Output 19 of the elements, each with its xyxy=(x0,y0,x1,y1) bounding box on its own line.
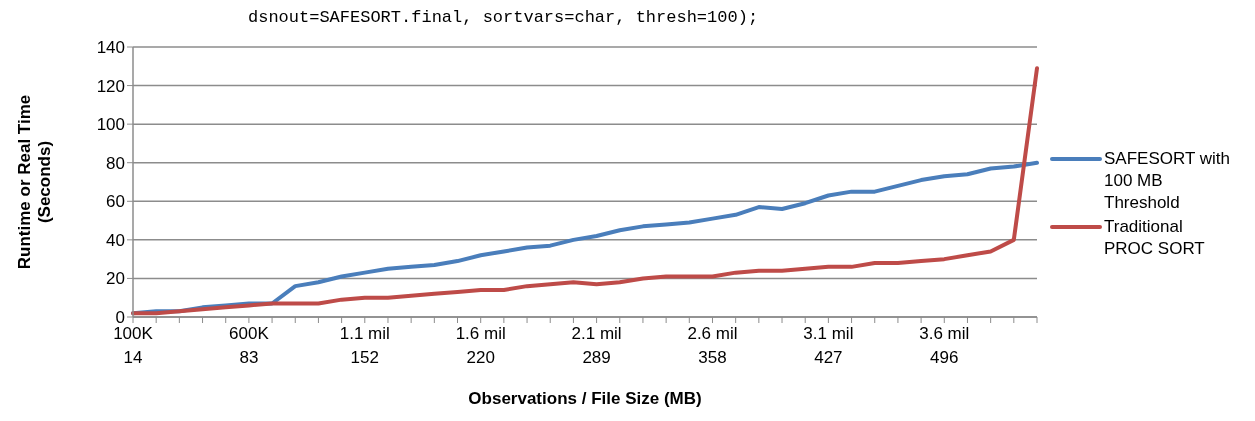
legend-label: SAFESORT with 100 MB Threshold xyxy=(1104,148,1231,214)
y-tick-label: 80 xyxy=(106,153,125,173)
x-tick-label: 3.1 mil 427 xyxy=(803,324,854,367)
y-tick-label: 60 xyxy=(106,192,125,212)
y-tick-label: 20 xyxy=(106,269,125,289)
y-tick-label: 100 xyxy=(96,115,125,135)
x-tick-label: 2.1 mil 289 xyxy=(571,324,622,367)
y-tick-label: 120 xyxy=(96,76,125,96)
x-tick-label: 3.6 mil 496 xyxy=(919,324,970,367)
text: dsnout=SAFESORT.final, sortvars=char, thresh=100); xyxy=(248,8,759,27)
x-axis-title: Observations / File Size (MB) xyxy=(468,389,702,408)
y-tick-label: 40 xyxy=(106,230,125,250)
x-tick-label: 2.6 mil 358 xyxy=(687,324,738,367)
x-tick-label: 600K 83 xyxy=(229,324,270,367)
y-tick-label: 140 xyxy=(96,38,125,58)
legend-label: Traditional PROC SORT xyxy=(1104,216,1206,260)
x-tick-label: 1.1 mil 152 xyxy=(339,324,390,367)
x-tick-label: 1.6 mil 220 xyxy=(455,324,506,367)
y-axis-title: Runtime or Real Time (Seconds) xyxy=(15,94,54,270)
